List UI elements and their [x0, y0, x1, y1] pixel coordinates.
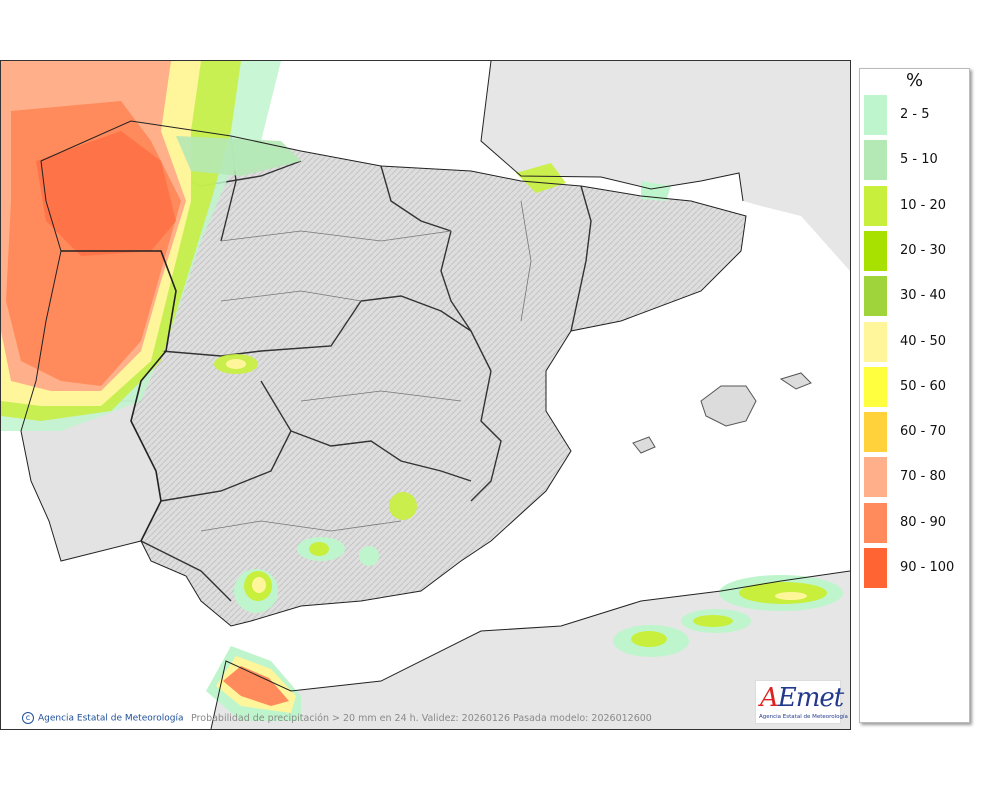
legend-label: 60 - 70	[900, 424, 947, 439]
legend-swatch	[864, 412, 887, 452]
mallorca	[700, 385, 757, 427]
legend-label: 5 - 10	[900, 152, 938, 167]
legend-swatch	[864, 276, 887, 316]
legend-item: 70 - 80	[864, 457, 969, 497]
precip-nw-90-100	[36, 131, 176, 256]
france-land	[481, 61, 850, 271]
legend-label: 2 - 5	[900, 107, 930, 122]
legend-item: 80 - 90	[864, 503, 969, 543]
precip-algeria-3-core	[775, 592, 807, 600]
logo-word: AEmet	[760, 683, 844, 713]
map-frame	[0, 60, 851, 730]
precip-rif-core	[223, 666, 289, 706]
spain-land	[41, 121, 746, 626]
legend-label: 30 - 40	[900, 288, 947, 303]
legend-item: 40 - 50	[864, 322, 969, 362]
precip-sierra-nevada	[359, 546, 379, 566]
legend-swatch	[864, 367, 887, 407]
aemet-logo: AEmet Agencia Estatal de Meteorología	[755, 680, 848, 724]
africa-land	[211, 571, 850, 729]
precip-granada-core	[309, 542, 329, 556]
legend-item: 20 - 30	[864, 231, 969, 271]
ibiza	[632, 436, 656, 454]
legend-swatch	[864, 548, 887, 588]
precip-basque	[516, 163, 566, 193]
precip-navarra	[641, 181, 671, 201]
legend-swatch	[864, 457, 887, 497]
legend-item: 50 - 60	[864, 367, 969, 407]
footer-note: Probabilidad de precipitación > 20 mm en…	[191, 713, 652, 724]
legend-label: 70 - 80	[900, 469, 947, 484]
legend-label: 90 - 100	[900, 560, 955, 575]
legend: % 2 - 5 5 - 10 10 - 20 20 - 30 30 - 40 4…	[859, 68, 970, 723]
legend-item: 2 - 5	[864, 95, 969, 135]
credit-label: Agencia Estatal de Meteorología	[38, 713, 184, 724]
legend-swatch	[864, 186, 887, 226]
legend-title: %	[905, 70, 924, 91]
menorca	[779, 372, 812, 390]
legend-swatch	[864, 503, 887, 543]
legend-label: 40 - 50	[900, 334, 947, 349]
legend-label: 50 - 60	[900, 379, 947, 394]
precip-north-coast	[176, 136, 301, 176]
legend-swatch	[864, 231, 887, 271]
legend-item: 30 - 40	[864, 276, 969, 316]
pt-es-border	[61, 250, 177, 542]
legend-item: 5 - 10	[864, 140, 969, 180]
coastline	[20, 61, 850, 729]
legend-label: 20 - 30	[900, 243, 947, 258]
legend-label: 10 - 20	[900, 198, 947, 213]
precip-algeria-2-core	[693, 615, 733, 627]
credit-text: c Agencia Estatal de Meteorología	[22, 712, 184, 724]
precip-algeria-1-core	[631, 631, 667, 647]
legend-item: 10 - 20	[864, 186, 969, 226]
legend-item: 60 - 70	[864, 412, 969, 452]
legend-swatch	[864, 322, 887, 362]
legend-swatch	[864, 95, 887, 135]
logo-subtitle: Agencia Estatal de Meteorología	[759, 714, 848, 720]
copyright-icon: c	[22, 712, 34, 724]
precip-cazorla	[389, 492, 417, 520]
precip-grazalema-peak	[252, 577, 266, 593]
legend-item: 90 - 100	[864, 548, 969, 588]
legend-swatch	[864, 140, 887, 180]
iberia-precip-map	[1, 61, 850, 729]
legend-label: 80 - 90	[900, 515, 947, 530]
precip-gredos-core	[226, 359, 246, 369]
